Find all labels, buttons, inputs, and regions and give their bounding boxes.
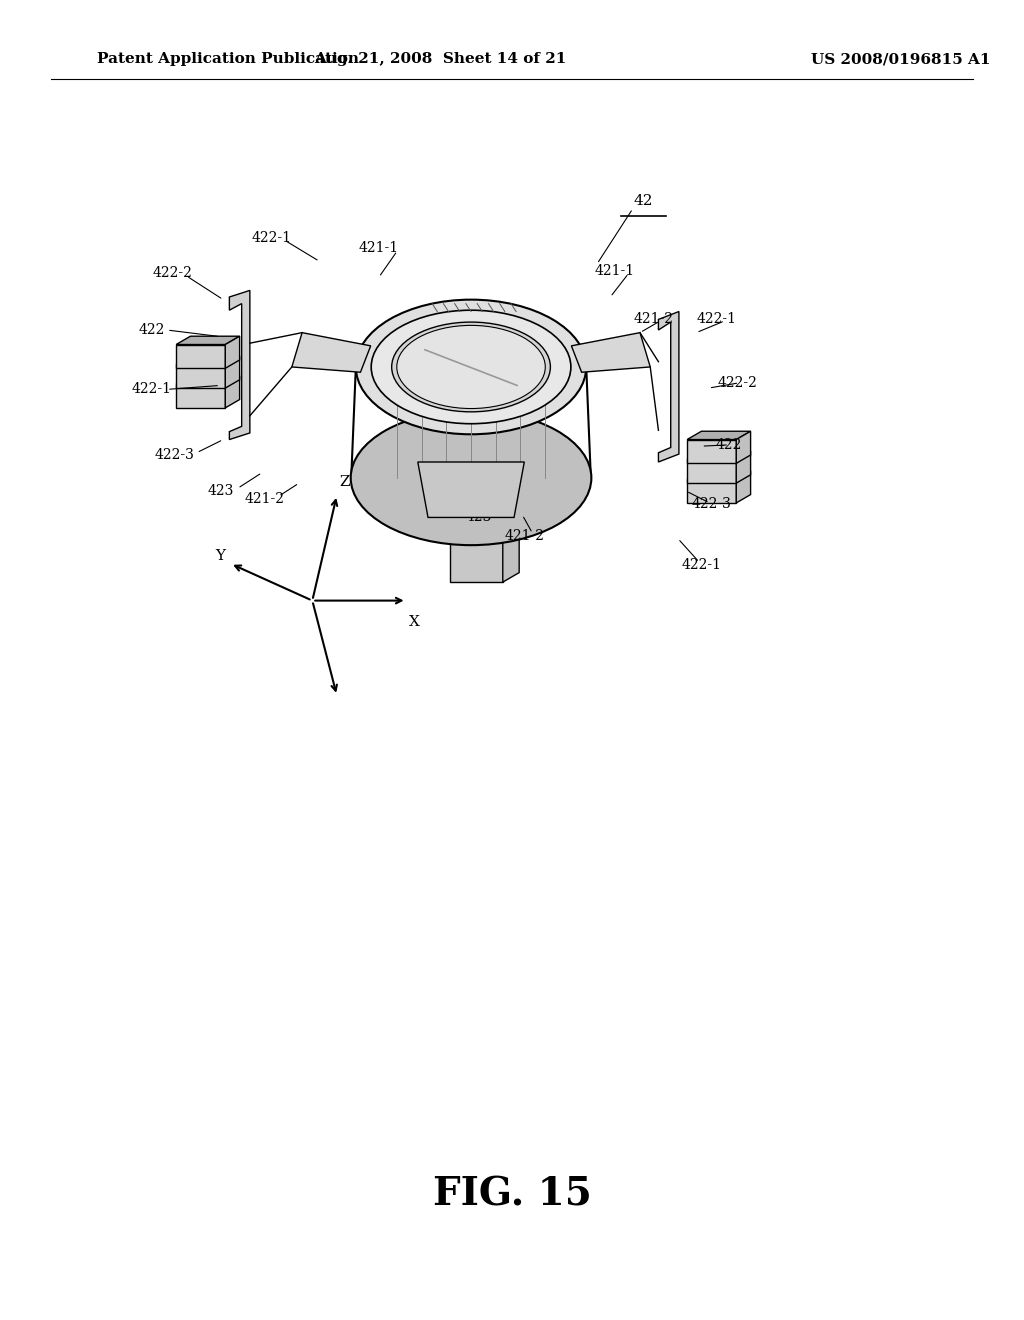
- Polygon shape: [687, 432, 751, 440]
- Polygon shape: [225, 376, 240, 408]
- Text: 422-2: 422-2: [153, 267, 191, 280]
- Polygon shape: [450, 540, 503, 582]
- Polygon shape: [687, 479, 736, 503]
- Polygon shape: [225, 337, 240, 368]
- Text: Aug. 21, 2008  Sheet 14 of 21: Aug. 21, 2008 Sheet 14 of 21: [314, 53, 566, 66]
- Text: Z: Z: [340, 475, 350, 488]
- Polygon shape: [418, 462, 524, 517]
- Ellipse shape: [356, 300, 586, 434]
- Text: 422: 422: [716, 438, 742, 451]
- Text: 422-1: 422-1: [131, 383, 172, 396]
- Polygon shape: [229, 290, 250, 440]
- Text: 422-1: 422-1: [696, 313, 737, 326]
- Text: X: X: [410, 615, 420, 628]
- Polygon shape: [736, 432, 751, 463]
- Text: 421-2: 421-2: [244, 492, 285, 506]
- Ellipse shape: [396, 325, 545, 409]
- Ellipse shape: [350, 411, 592, 545]
- Text: Patent Application Publication: Patent Application Publication: [97, 53, 359, 66]
- Polygon shape: [687, 471, 751, 479]
- Polygon shape: [571, 333, 650, 372]
- Text: Y: Y: [215, 549, 225, 562]
- Text: 421-1: 421-1: [594, 264, 635, 277]
- Text: 42: 42: [633, 194, 653, 207]
- Polygon shape: [450, 531, 519, 540]
- Polygon shape: [225, 356, 240, 388]
- Text: 422-3: 422-3: [155, 449, 194, 462]
- Polygon shape: [658, 312, 679, 462]
- Polygon shape: [176, 384, 225, 408]
- Text: 422: 422: [138, 323, 165, 337]
- Polygon shape: [687, 459, 736, 483]
- Text: 422-3: 422-3: [692, 498, 731, 511]
- Text: 422-1: 422-1: [681, 558, 722, 572]
- Text: 422-2: 422-2: [718, 376, 757, 389]
- Polygon shape: [176, 364, 225, 388]
- Polygon shape: [687, 440, 736, 463]
- Ellipse shape: [391, 322, 551, 412]
- Text: 423: 423: [466, 511, 493, 524]
- Polygon shape: [176, 356, 240, 364]
- Polygon shape: [176, 337, 240, 345]
- Text: US 2008/0196815 A1: US 2008/0196815 A1: [811, 53, 991, 66]
- Text: 421-2: 421-2: [633, 313, 674, 326]
- Ellipse shape: [372, 310, 571, 424]
- Polygon shape: [736, 451, 751, 483]
- Polygon shape: [736, 471, 751, 503]
- Polygon shape: [292, 333, 371, 372]
- Text: FIG. 15: FIG. 15: [432, 1176, 592, 1213]
- Polygon shape: [176, 376, 240, 384]
- Polygon shape: [503, 531, 519, 582]
- Polygon shape: [687, 451, 751, 459]
- Text: 421-1: 421-1: [358, 242, 399, 255]
- Polygon shape: [176, 345, 225, 368]
- Text: 422-1: 422-1: [251, 231, 292, 244]
- Text: 423: 423: [208, 484, 234, 498]
- Text: 421-2: 421-2: [504, 529, 545, 543]
